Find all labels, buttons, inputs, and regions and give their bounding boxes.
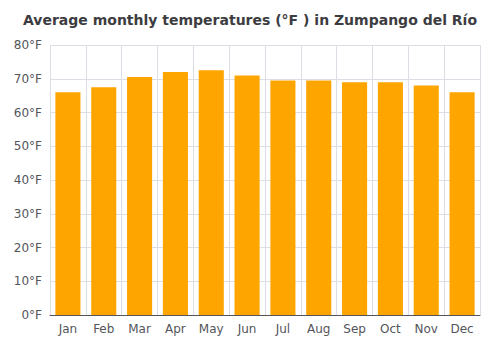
svg-text:Feb: Feb xyxy=(93,322,114,336)
svg-text:70°F: 70°F xyxy=(14,72,42,86)
svg-text:Dec: Dec xyxy=(450,322,473,336)
svg-text:30°F: 30°F xyxy=(14,207,42,221)
svg-text:Sep: Sep xyxy=(343,322,366,336)
svg-text:20°F: 20°F xyxy=(14,241,42,255)
svg-text:0°F: 0°F xyxy=(21,308,42,322)
svg-text:10°F: 10°F xyxy=(14,274,42,288)
svg-text:Jul: Jul xyxy=(275,322,290,336)
svg-text:80°F: 80°F xyxy=(14,38,42,52)
svg-text:Oct: Oct xyxy=(380,322,401,336)
svg-text:50°F: 50°F xyxy=(14,139,42,153)
svg-text:Jun: Jun xyxy=(237,322,257,336)
svg-text:60°F: 60°F xyxy=(14,106,42,120)
svg-text:40°F: 40°F xyxy=(14,173,42,187)
svg-text:Apr: Apr xyxy=(165,322,186,336)
svg-text:Aug: Aug xyxy=(307,322,330,336)
svg-text:Mar: Mar xyxy=(128,322,151,336)
svg-text:Jan: Jan xyxy=(58,322,78,336)
svg-text:Average monthly temperatures (: Average monthly temperatures (°F ) in Zu… xyxy=(23,12,477,28)
svg-text:Nov: Nov xyxy=(415,322,438,336)
svg-text:May: May xyxy=(199,322,224,336)
